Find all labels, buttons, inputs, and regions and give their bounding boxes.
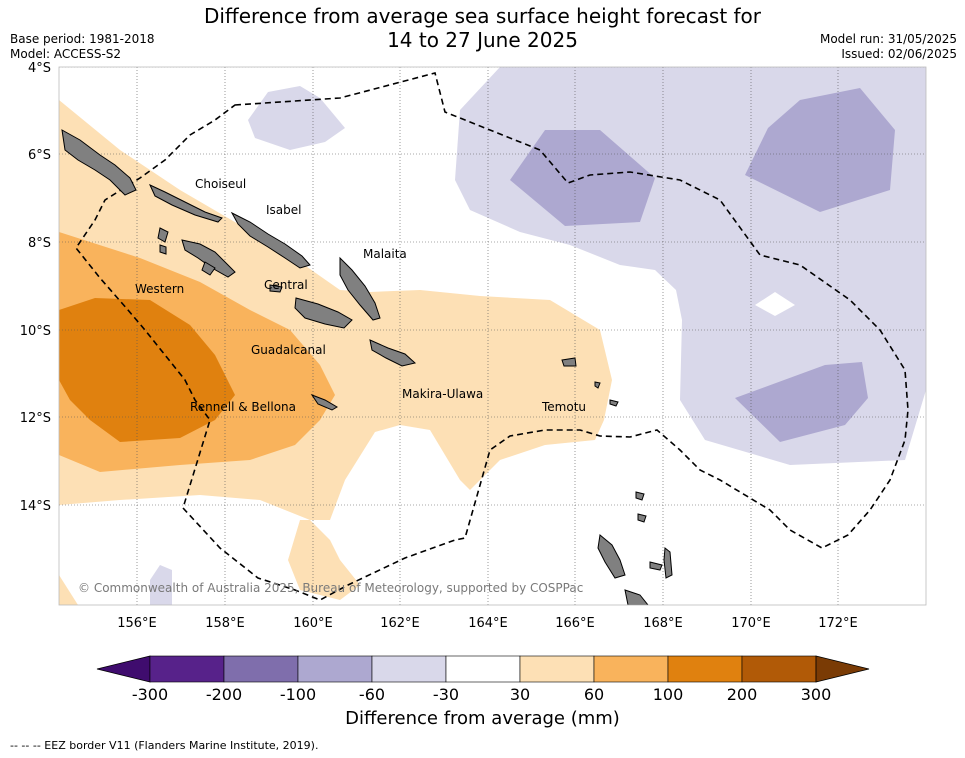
- colorbar-tick-label: -60: [359, 685, 385, 704]
- model-run-text: Model run: 31/05/2025: [819, 32, 957, 46]
- province-label-rennell-bellona: Rennell & Bellona: [190, 400, 296, 414]
- island-ambae: [649, 561, 663, 571]
- eez-footnote: -- -- -- EEZ border V11 (Flanders Marine…: [10, 739, 319, 752]
- colorbar-segment: [445, 655, 521, 683]
- island-malaita: [339, 256, 381, 321]
- island-florida: [269, 284, 283, 293]
- province-label-western: Western: [135, 282, 184, 296]
- colorbar-extend-min: [96, 655, 151, 683]
- colorbar-tick-label: -200: [206, 685, 242, 704]
- colorbar-segment: [667, 655, 743, 683]
- colorbar-segment: [593, 655, 669, 683]
- base-period-text: Base period: 1981-2018: [10, 32, 155, 46]
- land-masses: [61, 129, 673, 605]
- province-label-isabel: Isabel: [266, 203, 301, 217]
- province-label-guadalcanal: Guadalcanal: [251, 343, 326, 357]
- colorbar-segment: [371, 655, 447, 683]
- island-makira: [369, 339, 417, 367]
- province-label-makira-ulawa: Makira-Ulawa: [402, 387, 483, 401]
- island-espiritu-santo: [597, 534, 626, 579]
- island-banks-2: [637, 513, 647, 523]
- lat-label: 6°S: [28, 148, 51, 163]
- lon-label: 172°E: [818, 616, 858, 631]
- map-area: [59, 67, 926, 605]
- colorbar: -300 -200 -100 -60 -30 30 60 100 200 300: [96, 655, 870, 704]
- island-vanikoro: [594, 381, 601, 389]
- lat-label: 12°S: [20, 411, 51, 426]
- anomaly-pale-orange-corner: [59, 575, 78, 605]
- colorbar-segment: [223, 655, 299, 683]
- island-torres: [609, 399, 619, 407]
- lon-label: 160°E: [293, 616, 333, 631]
- title-line-1: Difference from average sea surface heig…: [203, 4, 762, 28]
- colorbar-segment: [297, 655, 373, 683]
- province-label-temotu: Temotu: [541, 400, 586, 414]
- anomaly-light-purple-north: [248, 86, 345, 150]
- island-bougainville: [61, 129, 137, 196]
- model-text: Model: ACCESS-S2: [10, 47, 122, 61]
- anomaly-light-purple-south: [150, 565, 172, 605]
- longitude-labels: 156°E 158°E 160°E 162°E 164°E 166°E 168°…: [117, 616, 858, 631]
- province-label-central: Central: [264, 278, 308, 292]
- lon-label: 164°E: [468, 616, 508, 631]
- graticule: [59, 67, 926, 605]
- colorbar-tick-label: -300: [132, 685, 168, 704]
- issued-text: Issued: 02/06/2025: [841, 47, 957, 61]
- map-title: Difference from average sea surface heig…: [0, 4, 965, 52]
- anomaly-pale-orange: [59, 100, 612, 600]
- colorbar-tick-label: -30: [433, 685, 459, 704]
- province-label-choiseul: Choiseul: [195, 177, 246, 191]
- lon-label: 158°E: [205, 616, 245, 631]
- anomaly-dark-orange: [59, 298, 235, 442]
- meta-right: Model run: 31/05/2025 Issued: 02/06/2025: [820, 32, 957, 62]
- colorbar-tick-label: -100: [280, 685, 316, 704]
- province-label-malaita: Malaita: [363, 247, 407, 261]
- island-guadalcanal: [294, 297, 353, 329]
- colorbar-segment: [149, 655, 225, 683]
- anomaly-medium-purple-2: [745, 88, 895, 212]
- island-rennell: [310, 393, 338, 411]
- colorbar-extend-max: [815, 655, 870, 683]
- colorbar-title: Difference from average (mm): [345, 708, 620, 729]
- island-rendova: [201, 261, 216, 276]
- colorbar-segment: [519, 655, 595, 683]
- colorbar-segment: [741, 655, 817, 683]
- colorbar-tick-label: 300: [801, 685, 832, 704]
- island-isabel: [230, 211, 311, 269]
- title-line-2: 14 to 27 June 2025: [387, 28, 578, 52]
- island-banks-1: [635, 491, 645, 501]
- lat-label: 8°S: [28, 236, 51, 251]
- lon-label: 156°E: [117, 616, 157, 631]
- lat-label: 4°S: [28, 61, 51, 76]
- colorbar-tick-label: 60: [584, 685, 604, 704]
- colorbar-tick-label: 200: [727, 685, 758, 704]
- island-vella-lavella: [157, 227, 169, 243]
- latitude-labels: 4°S 6°S 8°S 10°S 12°S 14°S: [20, 61, 51, 514]
- island-choiseul: [148, 183, 223, 223]
- eez-border: [75, 72, 909, 601]
- anomaly-medium-purple-3: [735, 362, 868, 442]
- province-labels: Choiseul Isabel Malaita Western Central …: [135, 177, 586, 414]
- meta-left: Base period: 1981-2018 Model: ACCESS-S2: [10, 32, 155, 62]
- lon-label: 168°E: [643, 616, 683, 631]
- lat-label: 14°S: [20, 499, 51, 514]
- copyright-text: © Commonwealth of Australia 2025, Bureau…: [78, 581, 583, 595]
- map-frame: [58, 66, 927, 606]
- island-malekula: [624, 589, 649, 605]
- lon-label: 166°E: [555, 616, 595, 631]
- anomaly-neutral-hole: [755, 292, 795, 316]
- island-santa-cruz: [561, 357, 577, 367]
- colorbar-tick-label: 30: [510, 685, 530, 704]
- colorbar-tick-label: 100: [653, 685, 684, 704]
- island-maewo: [663, 547, 673, 579]
- lon-label: 170°E: [731, 616, 771, 631]
- lon-label: 162°E: [380, 616, 420, 631]
- island-ranongga: [159, 244, 167, 255]
- lat-label: 10°S: [20, 324, 51, 339]
- island-new-georgia: [181, 239, 236, 278]
